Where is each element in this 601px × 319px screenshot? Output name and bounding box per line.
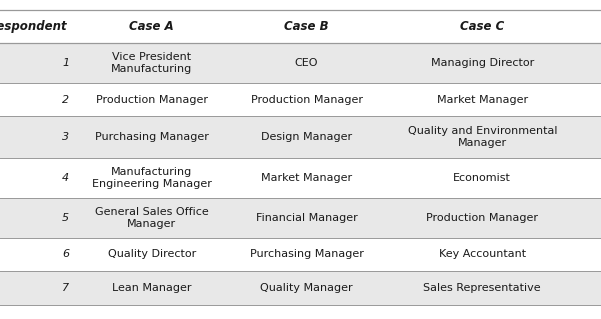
Bar [0,271,601,305]
Text: 2: 2 [62,95,69,105]
Bar [0,116,601,158]
Text: CEO: CEO [294,58,319,68]
Text: Design Manager: Design Manager [261,132,352,142]
Text: Economist: Economist [453,173,511,183]
Text: Production Manager: Production Manager [426,213,538,223]
Text: Manufacturing
Engineering Manager: Manufacturing Engineering Manager [92,167,212,189]
Text: Quality and Environmental
Manager: Quality and Environmental Manager [407,126,557,148]
Text: Financial Manager: Financial Manager [255,213,358,223]
Text: Quality Manager: Quality Manager [260,283,353,293]
Text: 3: 3 [62,132,69,142]
Text: Purchasing Manager: Purchasing Manager [95,132,209,142]
Text: 1: 1 [62,58,69,68]
Text: Managing Director: Managing Director [431,58,534,68]
Text: Vice President
Manufacturing: Vice President Manufacturing [111,52,192,74]
Text: Case B: Case B [284,20,329,33]
Text: Lean Manager: Lean Manager [112,283,192,293]
Text: Quality Director: Quality Director [108,249,196,259]
Bar [0,43,601,83]
Text: Production Manager: Production Manager [96,95,208,105]
Text: Sales Representative: Sales Representative [424,283,541,293]
Text: 5: 5 [62,213,69,223]
Text: 7: 7 [62,283,69,293]
Text: Market Manager: Market Manager [437,95,528,105]
Text: 6: 6 [62,249,69,259]
Text: General Sales Office
Manager: General Sales Office Manager [95,206,209,229]
Bar [0,198,601,238]
Text: Case C: Case C [460,20,504,33]
Text: Production Manager: Production Manager [251,95,362,105]
Text: Case A: Case A [129,20,174,33]
Text: Purchasing Manager: Purchasing Manager [249,249,364,259]
Bar [0,10,601,43]
Text: 4: 4 [62,173,69,183]
Text: Market Manager: Market Manager [261,173,352,183]
Text: Key Accountant: Key Accountant [439,249,526,259]
Text: Respondent: Respondent [0,20,67,33]
